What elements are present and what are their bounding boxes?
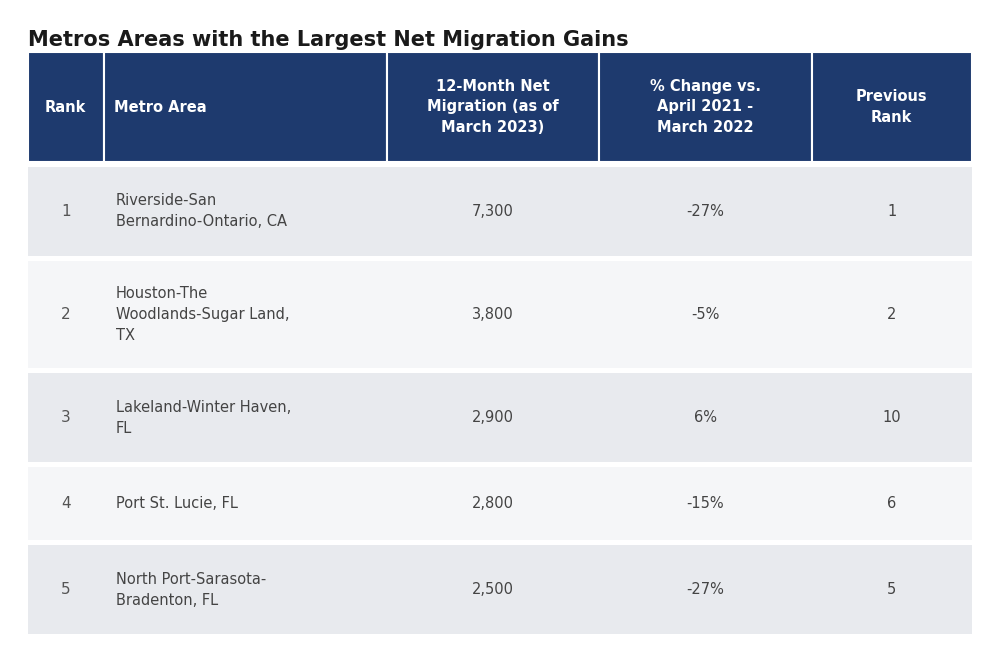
- Text: 1: 1: [61, 204, 71, 219]
- Bar: [28, 52, 104, 162]
- Text: 7,300: 7,300: [472, 204, 514, 219]
- Bar: [812, 52, 972, 162]
- Text: Lakeland-Winter Haven,
FL: Lakeland-Winter Haven, FL: [116, 400, 291, 436]
- Text: 4: 4: [61, 496, 71, 511]
- Text: 2: 2: [887, 307, 896, 322]
- Bar: [599, 52, 812, 162]
- Text: -27%: -27%: [686, 204, 724, 219]
- Text: 12-Month Net
Migration (as of
March 2023): 12-Month Net Migration (as of March 2023…: [427, 79, 559, 135]
- Text: 2: 2: [61, 307, 71, 322]
- Text: Rank: Rank: [45, 99, 86, 115]
- Bar: [28, 545, 972, 634]
- Bar: [387, 52, 599, 162]
- Text: 3: 3: [61, 410, 71, 425]
- Text: Previous
Rank: Previous Rank: [856, 89, 928, 124]
- Text: 6%: 6%: [694, 410, 717, 425]
- Text: Metros Areas with the Largest Net Migration Gains: Metros Areas with the Largest Net Migrat…: [28, 30, 629, 50]
- Text: 10: 10: [882, 410, 901, 425]
- Text: Metro Area: Metro Area: [114, 99, 206, 115]
- Bar: [28, 467, 972, 540]
- Text: 2,900: 2,900: [472, 410, 514, 425]
- Text: 6: 6: [887, 496, 896, 511]
- Bar: [28, 261, 972, 368]
- Text: North Port-Sarasota-
Bradenton, FL: North Port-Sarasota- Bradenton, FL: [116, 571, 266, 608]
- Text: 2,500: 2,500: [472, 582, 514, 597]
- Text: 3,800: 3,800: [472, 307, 514, 322]
- Bar: [28, 373, 972, 462]
- Text: 1: 1: [887, 204, 896, 219]
- Text: -15%: -15%: [687, 496, 724, 511]
- Text: 5: 5: [887, 582, 896, 597]
- Text: Port St. Lucie, FL: Port St. Lucie, FL: [116, 496, 237, 511]
- Text: -5%: -5%: [691, 307, 720, 322]
- Text: % Change vs.
April 2021 -
March 2022: % Change vs. April 2021 - March 2022: [650, 79, 761, 135]
- Text: Houston-The
Woodlands-Sugar Land,
TX: Houston-The Woodlands-Sugar Land, TX: [116, 286, 289, 343]
- Text: Riverside-San
Bernardino-Ontario, CA: Riverside-San Bernardino-Ontario, CA: [116, 193, 287, 230]
- Bar: [104, 52, 387, 162]
- Text: 2,800: 2,800: [472, 496, 514, 511]
- Text: -27%: -27%: [686, 582, 724, 597]
- Bar: [28, 167, 972, 256]
- Text: 5: 5: [61, 582, 71, 597]
